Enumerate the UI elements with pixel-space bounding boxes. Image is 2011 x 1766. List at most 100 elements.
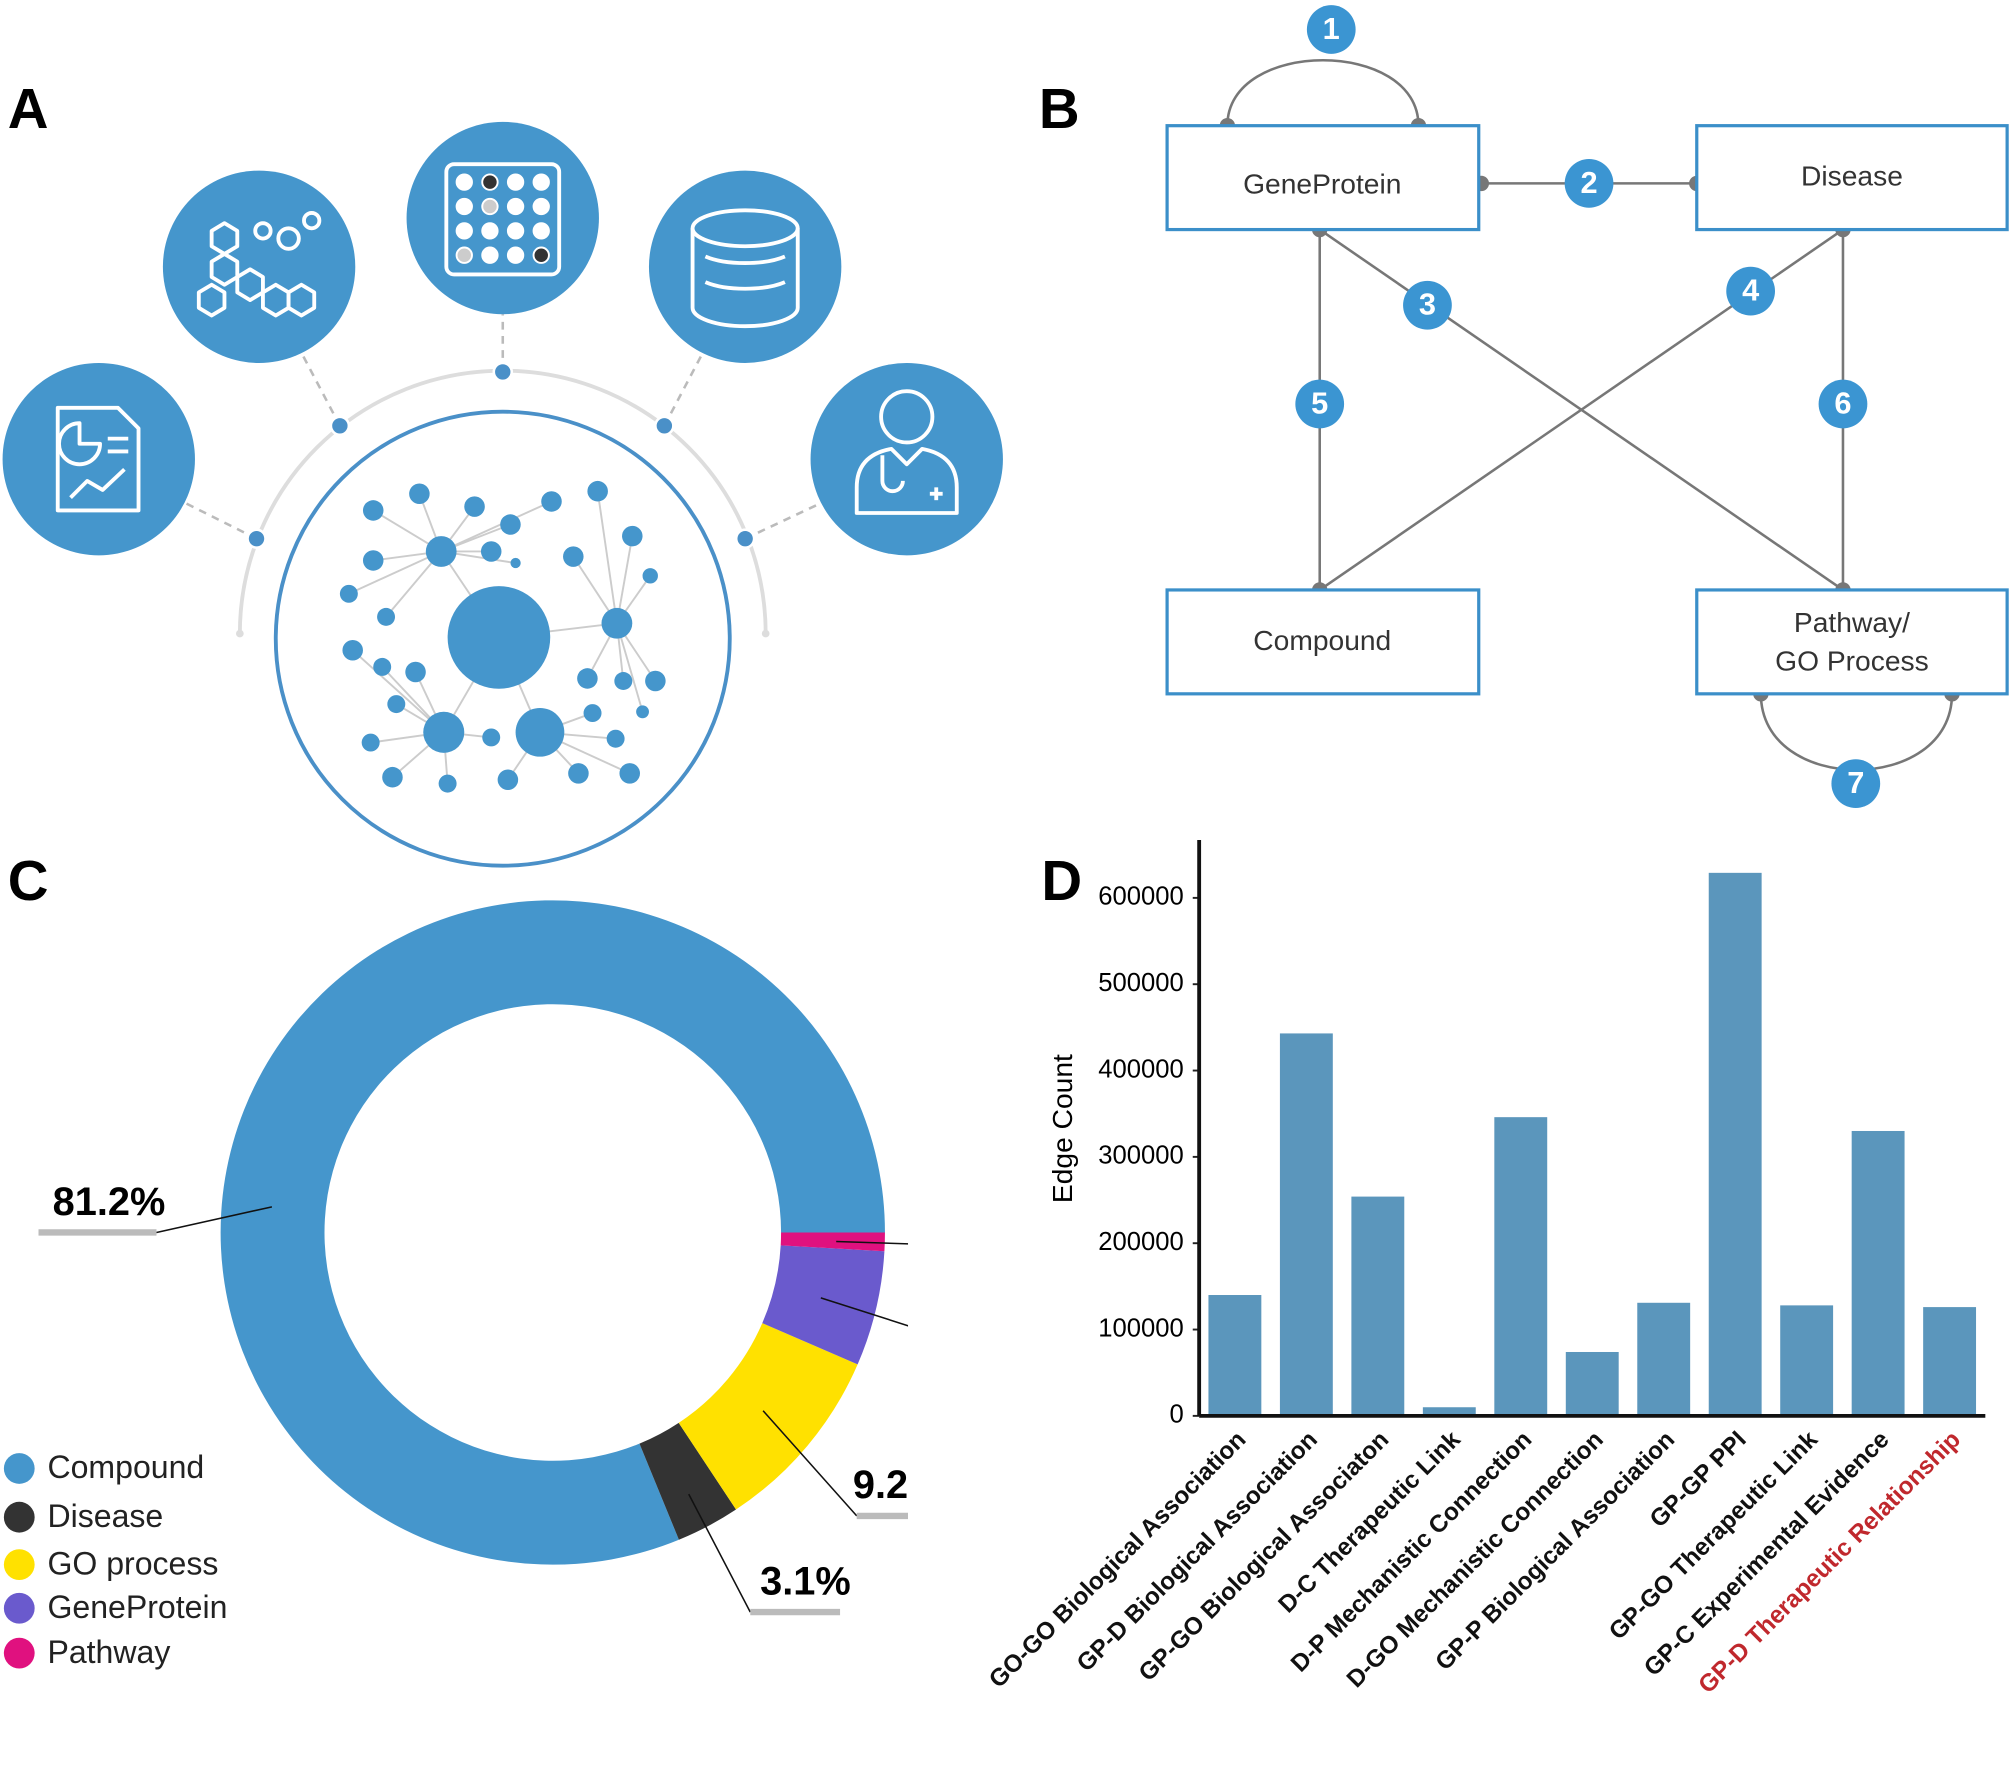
network bbox=[339, 480, 666, 793]
network-node bbox=[361, 733, 380, 752]
grid-dot bbox=[455, 246, 473, 264]
network-node bbox=[577, 668, 598, 689]
network-node bbox=[482, 728, 501, 747]
network-node bbox=[614, 672, 633, 690]
arc-dots bbox=[246, 361, 756, 549]
y-tick-label: 300000 bbox=[1098, 1142, 1184, 1170]
network-node bbox=[423, 711, 465, 753]
donut-segment bbox=[780, 1232, 885, 1252]
edge-number: 2 bbox=[1580, 165, 1597, 200]
network-node bbox=[500, 514, 521, 535]
network-node bbox=[541, 491, 562, 512]
connectors bbox=[178, 314, 828, 540]
grid-dot bbox=[532, 197, 550, 216]
legend-label: GeneProtein bbox=[47, 1589, 227, 1625]
legend-label: Disease bbox=[47, 1498, 163, 1534]
edge-number: 1 bbox=[1323, 11, 1340, 46]
legend-marker bbox=[3, 1637, 35, 1669]
panel-label: A bbox=[8, 77, 49, 140]
legend-marker bbox=[3, 1592, 35, 1624]
network-node bbox=[373, 657, 392, 676]
network-node bbox=[510, 557, 521, 569]
network-node bbox=[377, 607, 396, 626]
network-node bbox=[447, 586, 551, 689]
leader-line bbox=[688, 1493, 751, 1613]
y-tick-label: 0 bbox=[1170, 1401, 1184, 1429]
node-label: GO Process bbox=[1775, 645, 1929, 677]
bar bbox=[1208, 1295, 1262, 1416]
grid-dot bbox=[506, 222, 525, 240]
network-node bbox=[606, 729, 625, 748]
grid-dot bbox=[532, 222, 550, 240]
y-tick-label: 500000 bbox=[1098, 969, 1184, 997]
x-tick-label: GP-D Therapeutic Relationship bbox=[1693, 1426, 1966, 1699]
grid-dot bbox=[481, 173, 499, 191]
grid-dot bbox=[455, 197, 473, 216]
donut-segment bbox=[639, 1422, 737, 1540]
network-edge bbox=[596, 491, 618, 624]
grid-dot bbox=[506, 197, 525, 216]
network-node bbox=[583, 704, 602, 723]
y-tick-label: 100000 bbox=[1098, 1314, 1184, 1342]
panel-label: D bbox=[1041, 849, 1082, 912]
network-node bbox=[601, 607, 633, 639]
edge-number: 3 bbox=[1419, 287, 1436, 322]
network-node bbox=[636, 705, 649, 719]
bar bbox=[1637, 1302, 1691, 1416]
network-node bbox=[464, 496, 485, 517]
y-tick-label: 600000 bbox=[1098, 883, 1184, 911]
network-node bbox=[339, 584, 358, 603]
network-node bbox=[563, 546, 584, 567]
bar bbox=[1780, 1305, 1834, 1416]
edge-badges bbox=[1295, 5, 1881, 808]
bar bbox=[1708, 872, 1762, 1416]
network-node bbox=[497, 769, 519, 791]
arc-end bbox=[761, 629, 770, 638]
x-tick-label: D-GO Mechanistic Connection bbox=[1342, 1426, 1609, 1693]
y-axis-label: Edge Count bbox=[1046, 1054, 1078, 1203]
network-node bbox=[480, 541, 502, 562]
panel-c-donut: 81.2% 3.1% 9.2 Compound Disease GO process Gen… bbox=[3, 900, 909, 1670]
bar bbox=[1494, 1117, 1548, 1416]
bar bbox=[1851, 1130, 1905, 1416]
arc-end bbox=[236, 629, 244, 638]
network-node bbox=[387, 695, 406, 714]
grid-dot bbox=[532, 173, 550, 191]
grid-dot bbox=[455, 173, 473, 191]
panel-label: C bbox=[8, 849, 49, 912]
legend-marker bbox=[3, 1501, 35, 1533]
value-label: 9.2 bbox=[853, 1463, 908, 1507]
node-boxes bbox=[1165, 124, 2009, 696]
bar bbox=[1565, 1351, 1619, 1416]
grid-icon-dots bbox=[455, 173, 550, 264]
edge-number: 6 bbox=[1834, 385, 1851, 420]
value-label: 3.1% bbox=[760, 1559, 851, 1603]
network-node bbox=[342, 639, 363, 661]
network-node bbox=[405, 661, 426, 683]
panel-label: B bbox=[1039, 77, 1080, 140]
legend-marker bbox=[3, 1549, 35, 1581]
network-node bbox=[568, 763, 589, 784]
grid-dot bbox=[506, 173, 525, 191]
network-node bbox=[645, 670, 666, 692]
network-node bbox=[515, 707, 565, 757]
leader-line bbox=[820, 1297, 909, 1327]
network-node bbox=[622, 525, 643, 547]
grid-dot bbox=[481, 246, 499, 264]
bar bbox=[1351, 1196, 1405, 1416]
node-label: Compound bbox=[1253, 624, 1391, 656]
y-tick-label: 200000 bbox=[1098, 1228, 1184, 1256]
y-tick-label: 400000 bbox=[1098, 1055, 1184, 1083]
network-node bbox=[362, 500, 384, 521]
legend-label: GO process bbox=[47, 1545, 218, 1581]
grid-dot bbox=[455, 222, 473, 240]
node-label: GeneProtein bbox=[1243, 167, 1401, 199]
bar bbox=[1422, 1407, 1476, 1416]
network-node bbox=[409, 483, 430, 505]
network-node bbox=[642, 568, 658, 584]
leader-line bbox=[762, 1410, 858, 1517]
node-label: Pathway/ bbox=[1794, 606, 1910, 638]
grid-dot bbox=[481, 197, 499, 216]
network-node bbox=[362, 550, 384, 571]
